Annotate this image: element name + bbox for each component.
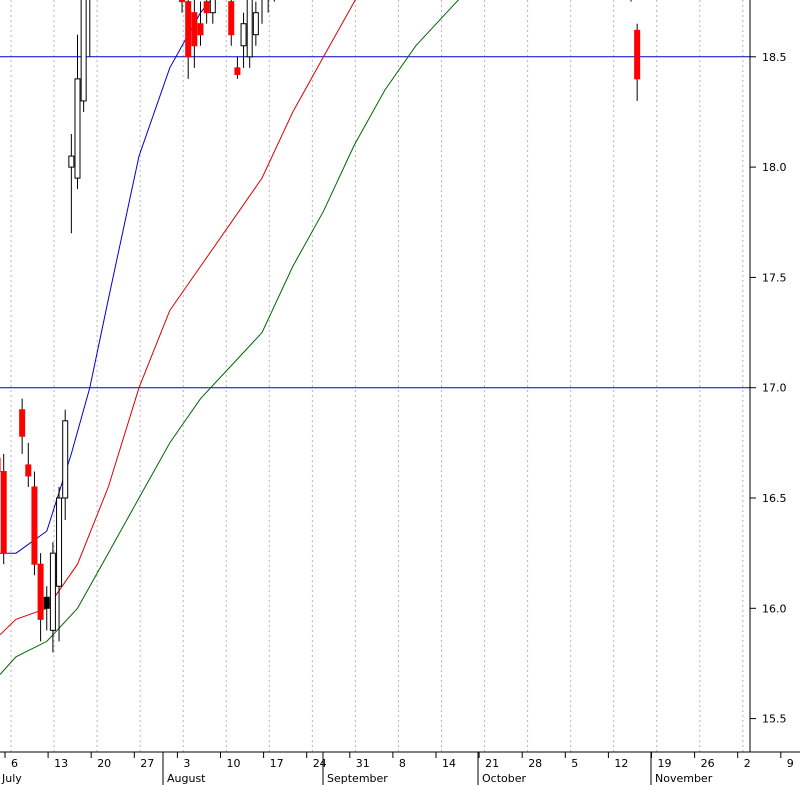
x-tick-label: 21 [485, 757, 499, 770]
ma-short-line [0, 0, 212, 554]
x-month-label: July [1, 772, 22, 785]
x-tick-label: 27 [140, 757, 154, 770]
candle-body [68, 155, 75, 168]
candle [74, 34, 81, 190]
candle-body [185, 1, 192, 58]
moving-average-lines [0, 0, 460, 675]
candle [19, 398, 26, 454]
candle [89, 0, 91, 57]
candle [191, 0, 198, 68]
candle-body [234, 67, 241, 75]
vertical-gridlines [10, 0, 744, 752]
candle [203, 0, 210, 24]
x-month-label: November [655, 772, 713, 785]
x-tick-label: 31 [356, 757, 370, 770]
x-tick-label: 14 [442, 757, 456, 770]
candle [31, 471, 38, 576]
candle-body [197, 23, 204, 36]
x-tick-label: 10 [227, 757, 241, 770]
candle-body [209, 0, 216, 14]
candle-body [203, 1, 210, 14]
candle [228, 0, 235, 46]
candle-body [252, 12, 259, 36]
candle [267, 0, 269, 13]
ma-long-line [0, 0, 460, 675]
candle-body [0, 471, 7, 554]
candle-body [634, 29, 641, 80]
candle-body [31, 486, 38, 565]
x-month-label: October [482, 772, 526, 785]
candle [80, 0, 87, 112]
candle [634, 23, 641, 101]
x-tick-label: 17 [270, 757, 284, 770]
candle [185, 0, 192, 79]
x-tick-label: 9 [787, 757, 794, 770]
axes [0, 0, 800, 753]
candle-body [228, 1, 235, 36]
candle-body [191, 12, 198, 47]
candles [0, 0, 641, 653]
x-month-label: August [167, 772, 206, 785]
x-tick-label: 2 [744, 757, 751, 770]
ma-mid-line [0, 0, 356, 636]
candle [62, 409, 69, 521]
candle-body [56, 497, 63, 587]
candle [56, 486, 63, 642]
candle [43, 586, 50, 631]
x-tick-label: 5 [571, 757, 578, 770]
x-tick-label: 19 [658, 757, 672, 770]
x-tick-label: 20 [97, 757, 111, 770]
candle-body [246, 0, 253, 58]
candle [49, 542, 56, 653]
candle [240, 12, 247, 68]
candle [234, 56, 241, 79]
candle [197, 1, 204, 46]
candle [209, 0, 216, 24]
x-tick-label: 12 [614, 757, 628, 770]
candle [25, 442, 32, 487]
candle [0, 453, 7, 565]
candle-body [179, 0, 186, 3]
x-tick-label: 26 [701, 757, 715, 770]
candle [246, 0, 253, 68]
candle [179, 0, 186, 13]
y-tick-label: 18.5 [762, 51, 787, 64]
y-tick-label: 16.0 [762, 602, 787, 615]
x-tick-label: 6 [11, 757, 18, 770]
candle-body [25, 464, 32, 477]
y-tick-label: 17.0 [762, 382, 787, 395]
y-tick-label: 18.0 [762, 161, 787, 174]
x-tick-label: 28 [528, 757, 542, 770]
y-tick-label: 16.5 [762, 492, 787, 505]
candle [68, 134, 75, 234]
candle-body [37, 563, 44, 620]
x-tick-label: 3 [183, 757, 190, 770]
candle-body [80, 0, 87, 102]
y-tick-label: 15.5 [762, 713, 787, 726]
candle-body [74, 78, 81, 179]
candle [252, 1, 259, 46]
x-tick-label: 8 [399, 757, 406, 770]
x-tick-label: 13 [54, 757, 68, 770]
candle-body [49, 552, 56, 631]
candle-body [62, 420, 69, 499]
x-tick-label: 24 [313, 757, 327, 770]
x-month-label: September [327, 772, 388, 785]
candle [261, 0, 263, 24]
y-axis-ticks: 15.516.016.517.017.518.018.519.019.520.0… [750, 51, 787, 726]
x-axis-ticks: 6132027310172431814212851219262916JulyAu… [1, 752, 794, 785]
candle-body [240, 23, 247, 47]
candle-body [19, 409, 26, 437]
horizontal-reference-lines [0, 56, 750, 389]
candle-body [43, 596, 50, 609]
candle [37, 553, 44, 642]
y-tick-label: 17.5 [762, 271, 787, 284]
